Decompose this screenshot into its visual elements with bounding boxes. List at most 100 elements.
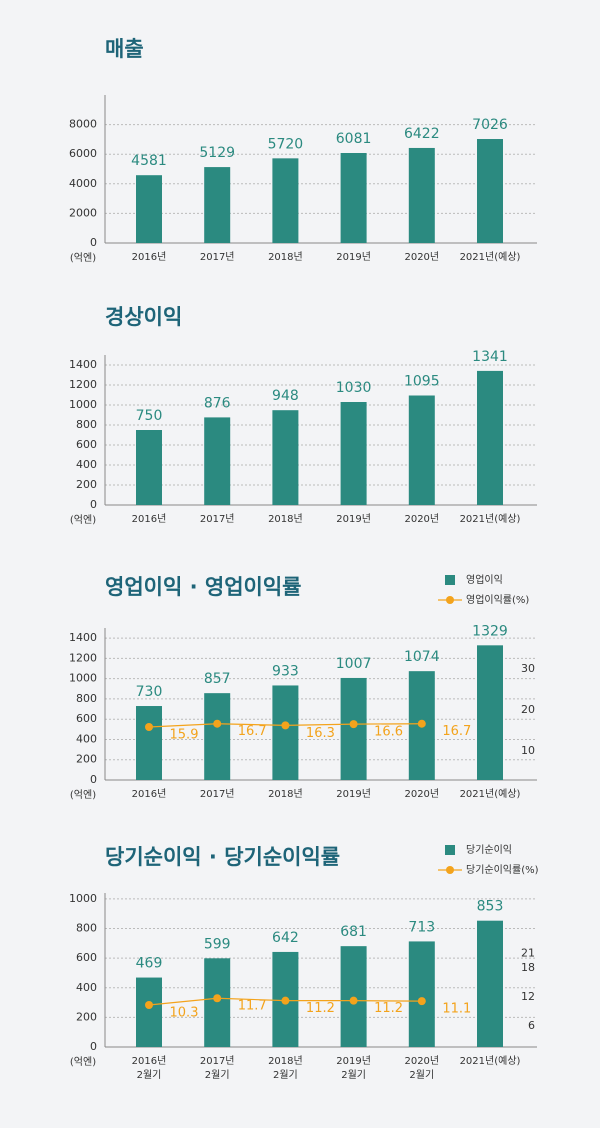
value-label: 6081 xyxy=(336,131,372,147)
y-tick-label: 0 xyxy=(90,1040,97,1053)
value-label: 1030 xyxy=(336,380,372,396)
point xyxy=(145,1001,153,1009)
x-tick-label: 2016년 xyxy=(131,514,167,525)
bar xyxy=(340,677,367,780)
x-tick-label: 2021년(예상) xyxy=(459,252,521,263)
bar xyxy=(477,370,503,505)
y-tick-label: 600 xyxy=(76,438,97,451)
y-tick-label: 200 xyxy=(76,1010,97,1023)
value-label: 876 xyxy=(204,395,231,411)
y-tick-label: 8000 xyxy=(69,118,97,131)
y-tick-label: 1400 xyxy=(69,358,97,371)
value-label: 933 xyxy=(272,663,299,679)
chart-title: 당기순이익 · 당기순이익률 xyxy=(105,845,340,869)
bar xyxy=(136,430,162,505)
bar xyxy=(272,158,299,243)
bar xyxy=(272,685,299,780)
x-tick-label: 2017년 xyxy=(199,789,235,800)
value-label: 11.1 xyxy=(442,1002,471,1017)
y-tick-label: 1200 xyxy=(69,378,97,391)
y-tick-label: 800 xyxy=(76,418,97,431)
value-label: 1329 xyxy=(472,623,508,639)
y-unit: (억엔) xyxy=(70,514,96,526)
value-label: 642 xyxy=(272,930,299,946)
legend-label: 당기순이익률(%) xyxy=(466,864,539,876)
y2-tick-label: 6 xyxy=(528,1019,535,1032)
x-tick-label: 2019년 xyxy=(336,252,371,263)
value-label: 16.7 xyxy=(238,724,267,739)
point xyxy=(349,996,358,1005)
value-label: 4581 xyxy=(131,153,167,169)
legend-label: 영업이익률(%) xyxy=(466,593,529,606)
bar xyxy=(136,977,162,1047)
value-label: 7026 xyxy=(472,117,508,133)
point xyxy=(349,720,358,729)
y-tick-label: 0 xyxy=(90,498,97,511)
value-label: 16.3 xyxy=(306,726,335,741)
legend-swatch xyxy=(446,596,454,604)
value-label: 5720 xyxy=(268,136,304,152)
value-label: 750 xyxy=(136,408,163,424)
x-tick-label: 2020년 xyxy=(404,514,440,525)
y-tick-label: 400 xyxy=(76,458,97,471)
x-tick-label: 2016년 xyxy=(131,789,167,800)
y-tick-label: 800 xyxy=(76,922,97,935)
bar xyxy=(272,410,299,505)
y2-tick-label: 20 xyxy=(521,703,535,716)
x-tick-label: 2021년(예상) xyxy=(459,1056,521,1067)
y-tick-label: 400 xyxy=(76,732,97,745)
value-label: 5129 xyxy=(199,145,235,161)
y-tick-label: 200 xyxy=(76,753,97,766)
y-unit: (억엔) xyxy=(70,1056,96,1068)
bar xyxy=(136,175,162,243)
x-tick-label: 2017년 2월기 xyxy=(199,1056,235,1081)
y-tick-label: 6000 xyxy=(69,147,97,160)
x-tick-label: 2018년 2월기 xyxy=(268,1056,303,1081)
y-unit: (억엔) xyxy=(70,252,96,264)
y-tick-label: 400 xyxy=(76,981,97,994)
bar xyxy=(477,139,503,243)
y-tick-label: 1000 xyxy=(69,398,97,411)
bar xyxy=(477,645,503,780)
x-tick-label: 2016년 xyxy=(131,252,167,263)
bar xyxy=(204,693,231,780)
y2-tick-label: 12 xyxy=(521,990,535,1003)
bar xyxy=(204,958,231,1047)
bar xyxy=(136,706,162,780)
x-tick-label: 2019년 2월기 xyxy=(336,1056,371,1081)
value-label: 853 xyxy=(477,899,504,915)
y2-tick-label: 21 xyxy=(521,946,535,959)
y-tick-label: 0 xyxy=(90,773,97,786)
y-tick-label: 1000 xyxy=(69,672,97,685)
x-tick-label: 2018년 xyxy=(268,252,303,263)
x-tick-label: 2017년 xyxy=(199,252,235,263)
value-label: 948 xyxy=(272,388,299,404)
y-tick-label: 200 xyxy=(76,478,97,491)
y-tick-label: 1000 xyxy=(69,892,97,905)
value-label: 10.3 xyxy=(170,1006,199,1021)
chart-title: 영업이익 · 영업이익률 xyxy=(105,575,301,599)
bar xyxy=(340,402,367,505)
y-tick-label: 800 xyxy=(76,692,97,705)
value-label: 15.9 xyxy=(170,728,199,743)
value-label: 1095 xyxy=(404,374,440,390)
y2-tick-label: 10 xyxy=(521,744,535,757)
bar xyxy=(477,920,503,1047)
value-label: 681 xyxy=(340,924,367,940)
legend-label: 당기순이익 xyxy=(466,844,512,856)
bar xyxy=(204,417,231,505)
bar xyxy=(340,946,367,1047)
y-tick-label: 2000 xyxy=(69,206,97,219)
point xyxy=(417,997,426,1006)
x-tick-label: 2021년(예상) xyxy=(459,789,521,800)
value-label: 1007 xyxy=(336,656,372,672)
value-label: 11.2 xyxy=(306,1001,335,1016)
y2-tick-label: 18 xyxy=(521,961,535,974)
point xyxy=(281,721,290,730)
bar xyxy=(340,153,367,243)
value-label: 6422 xyxy=(404,126,440,142)
bar xyxy=(204,167,231,243)
x-tick-label: 2020년 xyxy=(404,789,440,800)
